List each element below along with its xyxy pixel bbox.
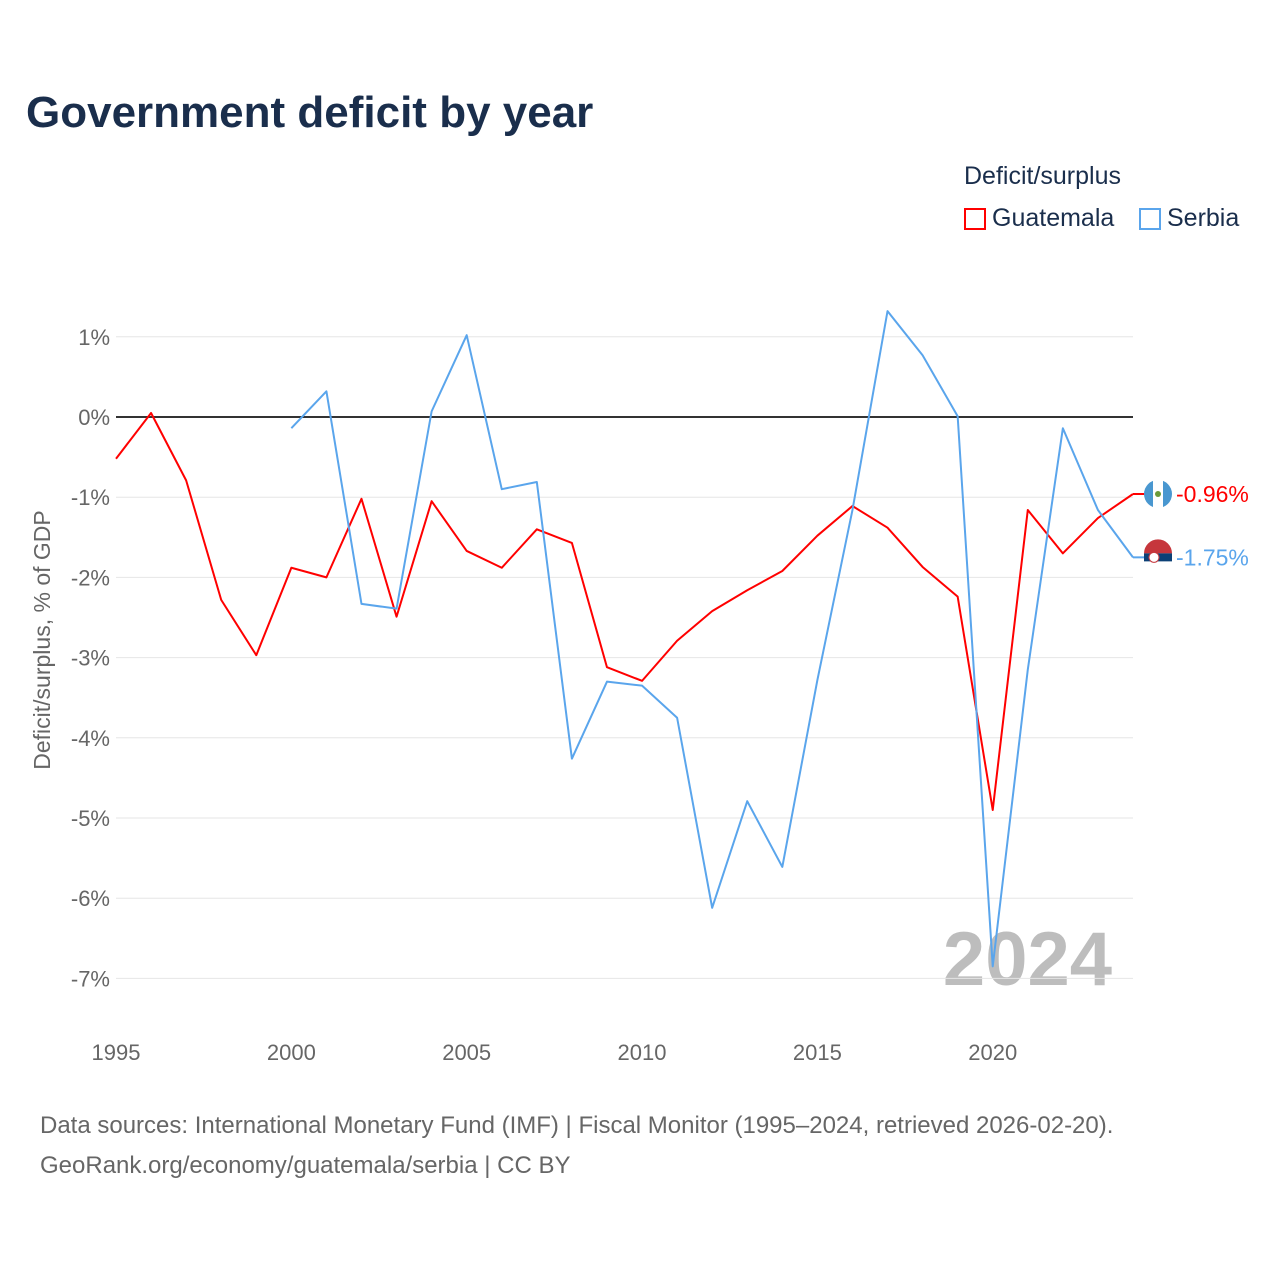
x-tick-label: 2010 bbox=[618, 1040, 667, 1065]
flag-emblem bbox=[1155, 490, 1161, 497]
legend-swatch-guatemala bbox=[964, 207, 986, 230]
source-line-2: GeoRank.org/economy/guatemala/serbia | C… bbox=[40, 1152, 571, 1179]
y-axis-label: Deficit/surplus, % of GDP bbox=[29, 510, 55, 769]
legend-item-guatemala[interactable]: Guatemala bbox=[964, 204, 1114, 233]
x-tick-label: 1995 bbox=[92, 1040, 141, 1065]
legend-title: Deficit/surplus bbox=[964, 162, 1121, 190]
legend-swatch-serbia bbox=[1139, 207, 1161, 230]
x-tick-label: 2000 bbox=[267, 1040, 316, 1065]
x-tick-label: 2015 bbox=[793, 1040, 842, 1065]
y-tick-label: 0% bbox=[78, 405, 110, 430]
y-tick-label: -7% bbox=[71, 966, 110, 991]
legend-label-guatemala: Guatemala bbox=[992, 204, 1115, 232]
y-tick-label: -2% bbox=[71, 565, 110, 590]
y-tick-label: -5% bbox=[71, 806, 110, 831]
series-line-serbia bbox=[290, 310, 1134, 968]
source-line-1: Data sources: International Monetary Fun… bbox=[40, 1112, 1114, 1139]
y-tick-label: -4% bbox=[71, 726, 110, 751]
chart-title: Government deficit by year bbox=[26, 88, 594, 137]
legend-label-serbia: Serbia bbox=[1167, 204, 1240, 232]
end-label-serbia: -1.75% bbox=[1176, 544, 1249, 570]
flag-emblem bbox=[1148, 551, 1160, 563]
end-label-guatemala: -0.96% bbox=[1176, 481, 1249, 507]
y-tick-label: -3% bbox=[71, 646, 110, 671]
y-tick-label: 1% bbox=[78, 325, 110, 350]
x-tick-label: 2020 bbox=[968, 1040, 1017, 1065]
x-tick-label: 2005 bbox=[442, 1040, 491, 1065]
y-tick-label: -1% bbox=[71, 485, 110, 510]
year-watermark: 2024 bbox=[943, 917, 1112, 1002]
flag-stripe-red bbox=[1144, 539, 1172, 554]
legend-item-serbia[interactable]: Serbia bbox=[1139, 204, 1239, 233]
source-note: Data sources: International Monetary Fun… bbox=[40, 1106, 1113, 1186]
series-line-guatemala bbox=[115, 411, 1134, 811]
y-tick-label: -6% bbox=[71, 886, 110, 911]
